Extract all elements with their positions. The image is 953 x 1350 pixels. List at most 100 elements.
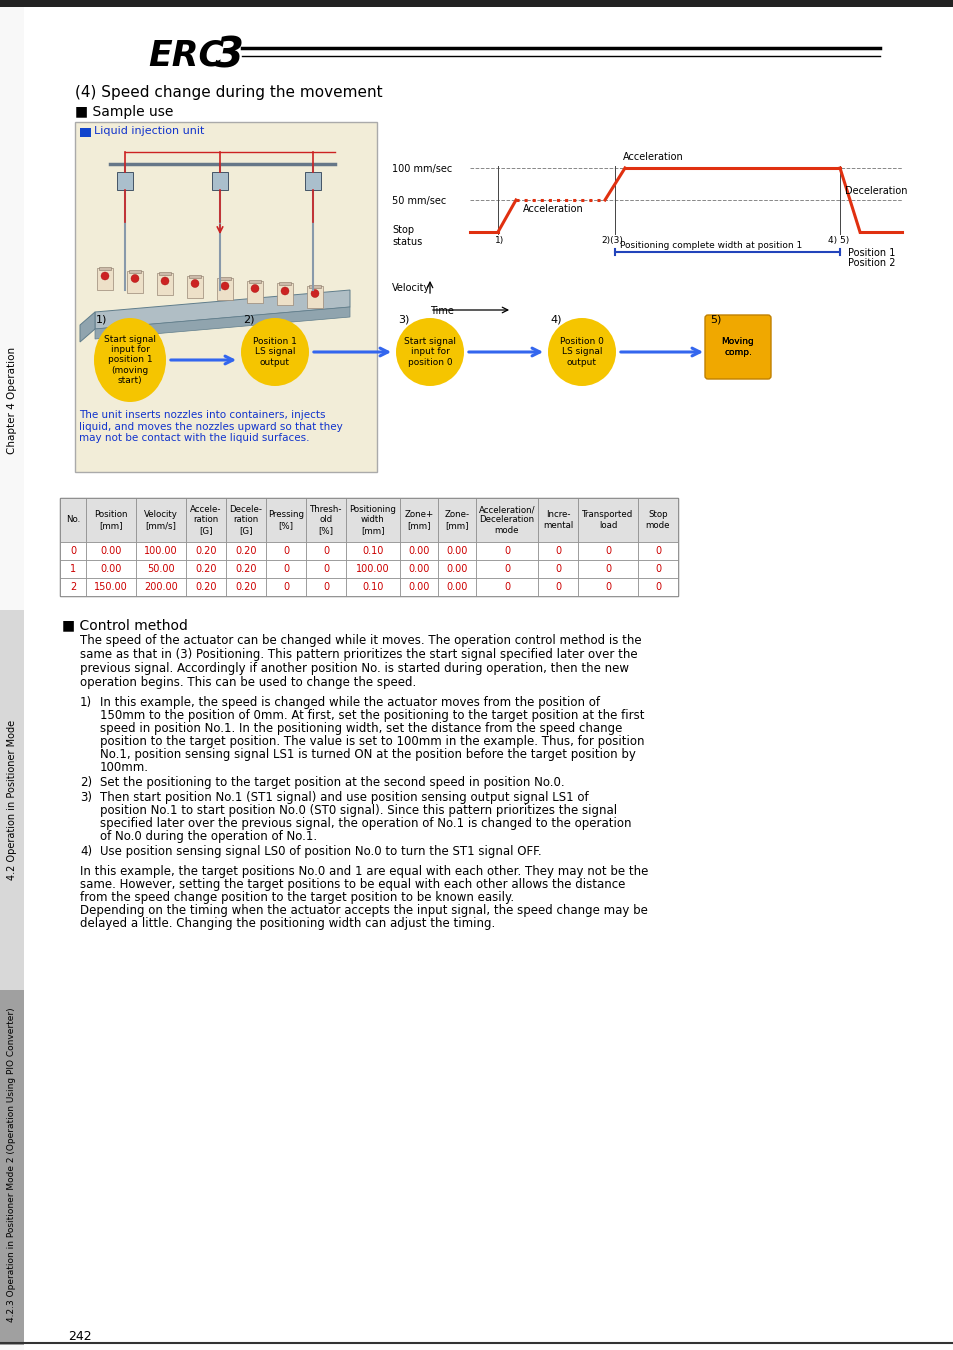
Bar [75,122,376,472]
Text: 0: 0 [555,564,560,574]
Text: of No.0 during the operation of No.1.: of No.0 during the operation of No.1. [100,830,316,842]
Text: ERC: ERC [148,38,224,72]
Bar [537,560,578,578]
Text: No.1, position sensing signal LS1 is turned ON at the position before the target: No.1, position sensing signal LS1 is tur… [100,748,636,761]
Bar [346,498,399,541]
Text: 0: 0 [604,545,611,556]
Bar [226,578,266,595]
Bar [99,267,111,270]
Text: Start signal
input for
position 1
(moving
start): Start signal input for position 1 (movin… [104,335,156,385]
Text: Velocity: Velocity [392,284,430,293]
Text: 0: 0 [503,545,510,556]
Text: 50 mm/sec: 50 mm/sec [392,196,446,207]
Circle shape [251,285,258,293]
Bar [0,7,24,1350]
Bar [60,560,86,578]
Circle shape [221,282,229,290]
Text: 0: 0 [604,564,611,574]
Text: Velocity
[mm/s]: Velocity [mm/s] [144,510,178,529]
Text: position No.1 to start position No.0 (ST0 signal). Since this pattern prioritize: position No.1 to start position No.0 (ST… [100,805,617,817]
Text: 4.2.3 Operation in Positioner Mode 2 (Operation Using PIO Converter): 4.2.3 Operation in Positioner Mode 2 (Op… [8,1007,16,1322]
Text: 0: 0 [323,545,329,556]
Text: 50.00: 50.00 [147,564,174,574]
Text: 4): 4) [80,845,92,859]
Text: 0.00: 0.00 [100,564,122,574]
Polygon shape [80,312,95,342]
Text: 0.00: 0.00 [446,545,467,556]
Bar [60,541,86,560]
Bar [86,498,136,541]
Bar [266,560,306,578]
Text: Position 2: Position 2 [847,258,895,269]
Text: Acceleration/
Deceleration
mode: Acceleration/ Deceleration mode [478,505,535,535]
Bar [437,541,476,560]
Text: Accele-
ration
[G]: Accele- ration [G] [190,505,221,535]
Ellipse shape [547,319,616,386]
Text: In this example, the target positions No.0 and 1 are equal with each other. They: In this example, the target positions No… [80,865,648,878]
Text: Moving
comp.: Moving comp. [720,338,754,356]
Text: 0.20: 0.20 [195,564,216,574]
Text: Decele-
ration
[G]: Decele- ration [G] [230,505,262,535]
Text: same. However, setting the target positions to be equal with each other allows t: same. However, setting the target positi… [80,878,625,891]
Text: 1): 1) [96,315,108,325]
Text: 0.00: 0.00 [408,545,429,556]
Bar [186,578,226,595]
Ellipse shape [241,319,309,386]
Text: operation begins. This can be used to change the speed.: operation begins. This can be used to ch… [80,676,416,688]
Text: 0: 0 [555,545,560,556]
Bar [399,578,437,595]
Text: 100 mm/sec: 100 mm/sec [392,163,452,174]
Text: 3): 3) [397,315,409,325]
Bar [189,274,201,278]
Bar [216,278,233,300]
Bar [476,541,537,560]
Text: Moving
comp.: Moving comp. [720,338,754,356]
Text: 1): 1) [80,697,92,709]
Text: Position 1
LS signal
output: Position 1 LS signal output [253,338,296,367]
Bar [187,275,203,297]
Text: 0.10: 0.10 [362,545,383,556]
Text: Stop
status: Stop status [392,225,422,247]
Text: 0.00: 0.00 [100,545,122,556]
Bar [80,128,91,136]
Ellipse shape [707,319,767,377]
Text: 0.20: 0.20 [235,582,256,593]
Bar [537,541,578,560]
Bar [476,498,537,541]
Bar [578,541,638,560]
Bar [157,273,172,296]
Text: Positioning complete width at position 1: Positioning complete width at position 1 [619,242,801,250]
Text: 0: 0 [503,564,510,574]
Text: 4): 4) [550,315,561,325]
Text: 0: 0 [555,582,560,593]
Text: Transported
load: Transported load [581,510,633,529]
Bar [266,578,306,595]
Text: 0: 0 [70,545,76,556]
Text: (4) Speed change during the movement: (4) Speed change during the movement [75,85,382,100]
Text: 0.00: 0.00 [408,582,429,593]
Text: 0: 0 [283,582,289,593]
Bar [306,541,346,560]
Text: 4.2 Operation in Positioner Mode: 4.2 Operation in Positioner Mode [7,720,17,880]
Circle shape [311,289,318,297]
Text: specified later over the previous signal, the operation of No.1 is changed to th: specified later over the previous signal… [100,817,631,830]
Text: Chapter 4 Operation: Chapter 4 Operation [7,347,17,454]
Bar [399,498,437,541]
Bar [638,560,678,578]
Text: 0: 0 [323,564,329,574]
Bar [437,498,476,541]
Bar [476,560,537,578]
Text: Set the positioning to the target position at the second speed in position No.0.: Set the positioning to the target positi… [100,776,564,788]
Bar [60,498,86,541]
Bar [305,171,320,190]
Text: Liquid injection unit: Liquid injection unit [94,126,204,136]
Text: Deceleration: Deceleration [844,186,906,196]
Bar [309,285,320,288]
Text: 0: 0 [283,545,289,556]
Text: delayed a little. Changing the positioning width can adjust the timing.: delayed a little. Changing the positioni… [80,917,495,930]
Bar [136,578,186,595]
Ellipse shape [94,319,166,402]
Bar [306,560,346,578]
Text: 100mm.: 100mm. [100,761,149,774]
Circle shape [131,274,139,282]
